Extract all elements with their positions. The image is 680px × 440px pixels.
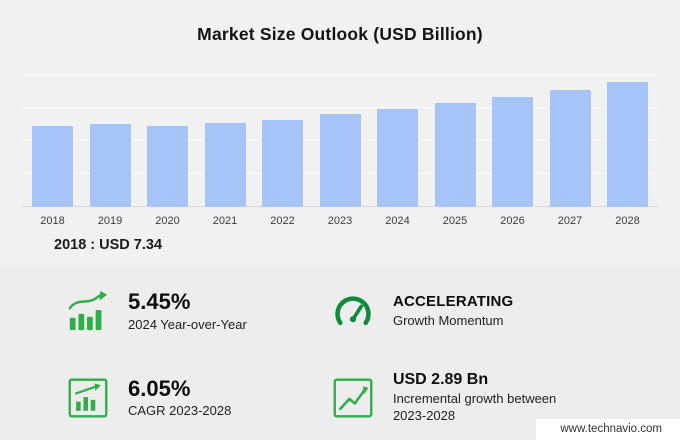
bar-column: 2025 [434, 75, 476, 227]
chart-title: Market Size Outlook (USD Billion) [197, 24, 483, 44]
gridline [22, 107, 658, 108]
stats-panel: 5.45% 2024 Year-over-Year ACCELERATING G… [0, 265, 680, 440]
bar-column: 2024 [377, 75, 418, 227]
bar [492, 96, 533, 207]
gridline [22, 74, 658, 75]
plot-area: 2018 2019 2020 2021 2022 2023 2024 2025 2026 2027… [22, 74, 658, 227]
bar-column: 2019 [89, 75, 131, 227]
bar [147, 126, 188, 207]
bar [434, 103, 476, 207]
gauge-icon [329, 292, 377, 330]
watermark: www.technavio.com [536, 419, 680, 440]
bar-column: 2028 [607, 75, 648, 227]
stat-label: 2024 Year-over-Year [128, 316, 247, 332]
bar-column: 2023 [319, 75, 361, 227]
stat-momentum: ACCELERATING Growth Momentum [329, 283, 640, 339]
bar-column: 2022 [262, 75, 303, 227]
bar [549, 89, 591, 207]
stat-incremental: USD 2.89 Bn Incremental growth between 2… [329, 365, 640, 430]
stat-label: Growth Momentum [392, 312, 504, 328]
bar [607, 82, 648, 207]
bar-column: 2027 [549, 75, 591, 227]
bar [262, 119, 303, 207]
bar [89, 123, 131, 207]
stat-label: Incremental growth between 2023-2028 [392, 391, 557, 423]
bar-group: 2018 2019 2020 2021 2022 2023 2024 2025 2026 2027… [32, 75, 648, 227]
bar [319, 113, 361, 207]
line-growth-icon [329, 377, 377, 419]
bar [377, 108, 418, 207]
stat-value: ACCELERATING [392, 293, 514, 311]
base-year-callout: 2018 : USD 7.34 [54, 237, 163, 253]
bar-chart: 2018 2019 2020 2021 2022 2023 2024 2025 2026 2027… [0, 74, 680, 227]
stat-value: 5.45% [128, 289, 191, 315]
bar [204, 122, 246, 207]
bar-growth-icon [64, 289, 112, 333]
stat-label: CAGR 2023-2028 [128, 403, 232, 419]
bar-column: 2026 [492, 75, 533, 227]
stat-cagr: 6.05% CAGR 2023-2028 [64, 365, 329, 430]
bar-column: 2018 [32, 75, 73, 227]
bar-column: 2021 [204, 75, 246, 227]
chart-box-icon [64, 377, 112, 419]
bar [32, 126, 73, 207]
bar-column: 2020 [147, 75, 188, 227]
stat-value: 6.05% [128, 375, 191, 401]
stat-yoy: 5.45% 2024 Year-over-Year [64, 283, 329, 339]
stat-value: USD 2.89 Bn [392, 371, 489, 389]
